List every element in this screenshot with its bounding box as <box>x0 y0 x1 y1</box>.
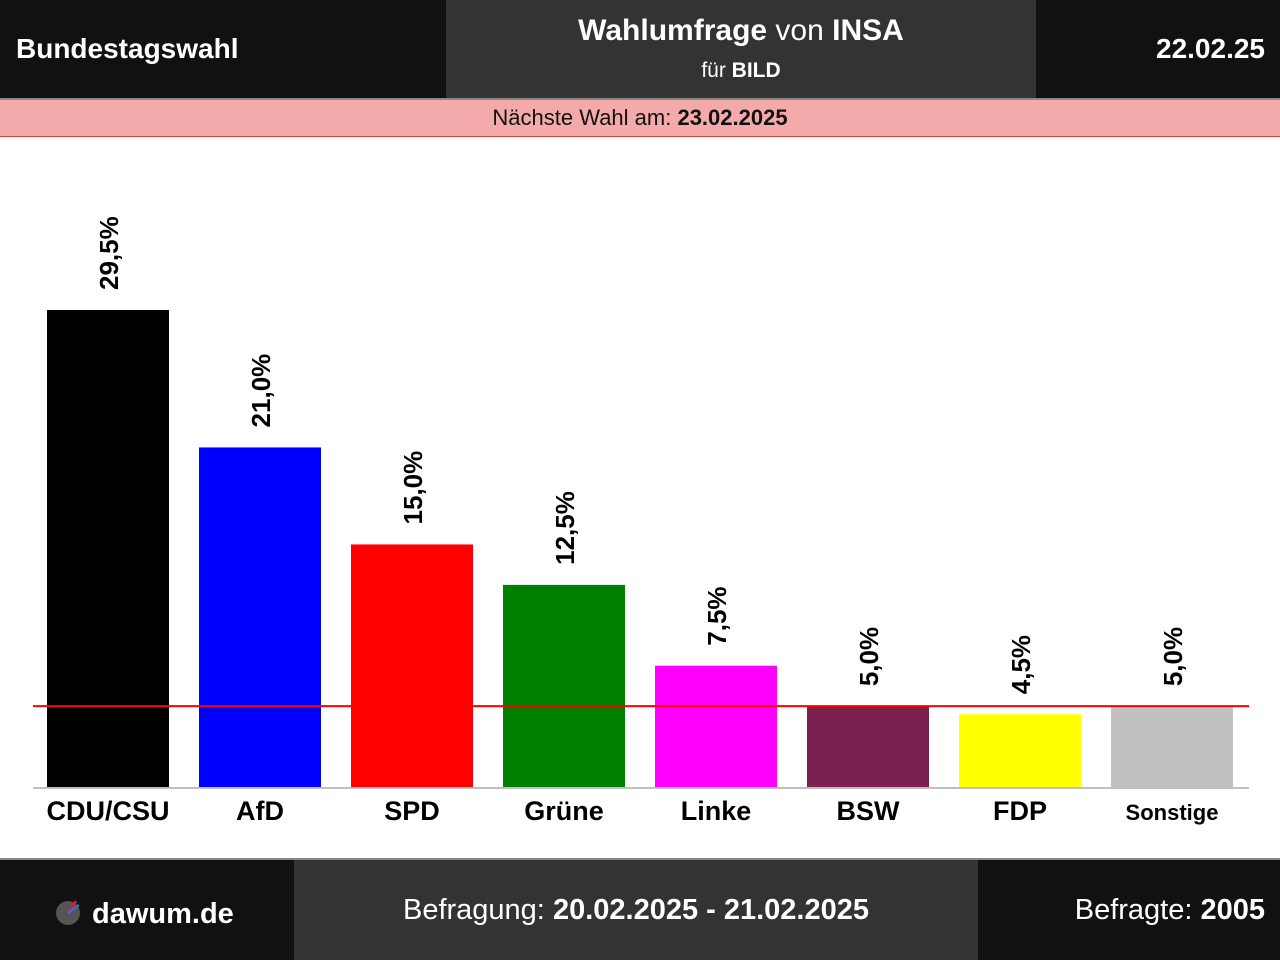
poll-date: 22.02.25 <box>1156 33 1265 64</box>
footer-brand[interactable]: dawum.de <box>0 860 294 960</box>
client-prefix: für <box>701 59 732 82</box>
bar-linke <box>655 665 777 787</box>
value-label: 29,5% <box>94 216 124 290</box>
next-election-banner: Nächste Wahl am: 23.02.2025 <box>0 100 1280 137</box>
value-label: 5,0% <box>1158 627 1188 686</box>
survey-period-label: Befragung: <box>402 894 553 926</box>
poll-title-word: Wahlumfrage <box>578 14 768 47</box>
value-label: 12,5% <box>550 491 580 565</box>
bar-bsw <box>807 706 929 787</box>
category-label: BSW <box>837 796 901 826</box>
bar-fdp <box>959 714 1081 787</box>
poll-subtitle: für BILD <box>446 59 1036 83</box>
value-label: 21,0% <box>246 354 276 428</box>
respondents-label: Befragte: <box>1074 894 1201 926</box>
bar-sonstige <box>1111 706 1233 787</box>
category-label: AfD <box>236 796 284 826</box>
category-label: FDP <box>993 796 1047 826</box>
bar-afd <box>199 447 321 787</box>
next-election-date: 23.02.2025 <box>677 105 788 130</box>
header-right: 22.02.25 <box>1036 0 1280 98</box>
header-left: Bundestagswahl <box>0 0 446 98</box>
election-title: Bundestagswahl <box>16 33 239 64</box>
category-label: SPD <box>384 796 440 826</box>
poll-bar-chart: 29,5% CDU/CSU 21,0% AfD 15,0% SPD 12,5% Grüne 7,… <box>33 216 1249 826</box>
value-label: 4,5% <box>1006 635 1036 694</box>
footer-divider <box>0 858 1280 860</box>
category-label: CDU/CSU <box>46 796 169 826</box>
poll-title: Wahlumfrage von INSA <box>446 14 1036 48</box>
pollster-name: INSA <box>832 14 904 47</box>
category-label: Linke <box>681 796 752 826</box>
dawum-logo-icon <box>56 900 80 925</box>
next-election-label: Nächste Wahl am: <box>492 105 678 130</box>
category-label: Sonstige <box>1126 800 1219 825</box>
header-divider <box>0 98 1280 100</box>
footer-bar: dawum.de Befragung: 20.02.2025 - 21.02.2… <box>0 860 1280 960</box>
client-name: BILD <box>731 59 781 82</box>
bar-cdu-csu <box>47 310 169 787</box>
header-bar: Bundestagswahl Wahlumfrage von INSA für … <box>0 0 1280 98</box>
value-label: 5,0% <box>854 627 884 686</box>
brand-name: dawum.de <box>92 898 234 930</box>
survey-period-dates: 20.02.2025 - 21.02.2025 <box>552 894 869 926</box>
value-label: 15,0% <box>398 451 428 525</box>
respondents-count: 2005 <box>1200 894 1265 926</box>
footer-respondents: Befragte: 2005 <box>978 860 1280 960</box>
footer-survey-period: Befragung: 20.02.2025 - 21.02.2025 <box>294 860 978 960</box>
header-center: Wahlumfrage von INSA für BILD <box>446 0 1036 98</box>
poll-title-connector: von <box>767 14 833 47</box>
category-label: Grüne <box>524 796 604 826</box>
bar-gr-ne <box>503 584 625 787</box>
value-label: 7,5% <box>702 586 732 645</box>
bar-spd <box>351 544 473 787</box>
